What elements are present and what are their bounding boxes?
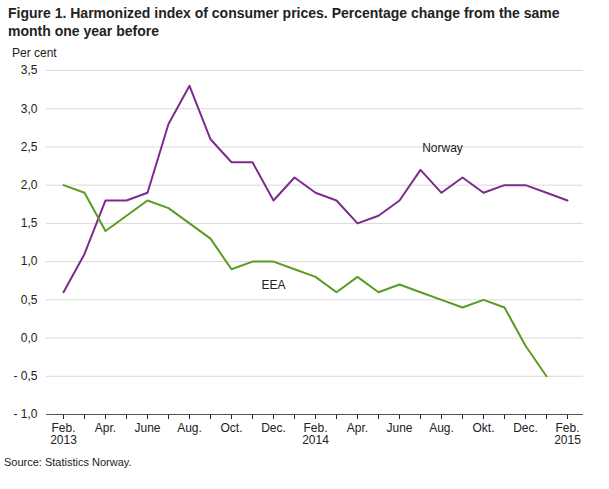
- svg-text:1,5: 1,5: [21, 216, 38, 230]
- svg-text:Dec.: Dec.: [261, 421, 286, 435]
- svg-text:0,0: 0,0: [21, 331, 38, 345]
- svg-text:Aug.: Aug.: [177, 421, 202, 435]
- svg-text:Apr.: Apr.: [347, 421, 368, 435]
- svg-text:Feb.2013: Feb.2013: [50, 421, 77, 447]
- svg-text:EEA: EEA: [261, 278, 285, 292]
- svg-text:0,5: 0,5: [21, 293, 38, 307]
- svg-text:Dec.: Dec.: [513, 421, 538, 435]
- svg-text:- 1,0: - 1,0: [13, 407, 37, 421]
- svg-text:Oct.: Oct.: [220, 421, 242, 435]
- svg-text:Norway: Norway: [422, 141, 463, 155]
- svg-text:1,0: 1,0: [21, 254, 38, 268]
- svg-text:Feb.2014: Feb.2014: [302, 421, 329, 447]
- svg-text:Feb.2015: Feb.2015: [554, 421, 581, 447]
- svg-text:- 0,5: - 0,5: [13, 369, 37, 383]
- svg-text:Okt.: Okt.: [472, 421, 494, 435]
- svg-text:2,5: 2,5: [21, 140, 38, 154]
- svg-text:3,5: 3,5: [21, 63, 38, 77]
- svg-text:Aug.: Aug.: [429, 421, 454, 435]
- svg-text:3,0: 3,0: [21, 102, 38, 116]
- svg-text:June: June: [134, 421, 160, 435]
- svg-text:2,0: 2,0: [21, 178, 38, 192]
- svg-text:Apr.: Apr.: [95, 421, 116, 435]
- html-text:Per cent: Per cent: [12, 46, 57, 60]
- html-text:Figure 1. Harmonized index of: Figure 1. Harmonized index of consumer p…: [8, 5, 560, 39]
- html-text:Source: Statistics Norway.: Source: Statistics Norway.: [4, 456, 132, 468]
- svg-text:June: June: [386, 421, 412, 435]
